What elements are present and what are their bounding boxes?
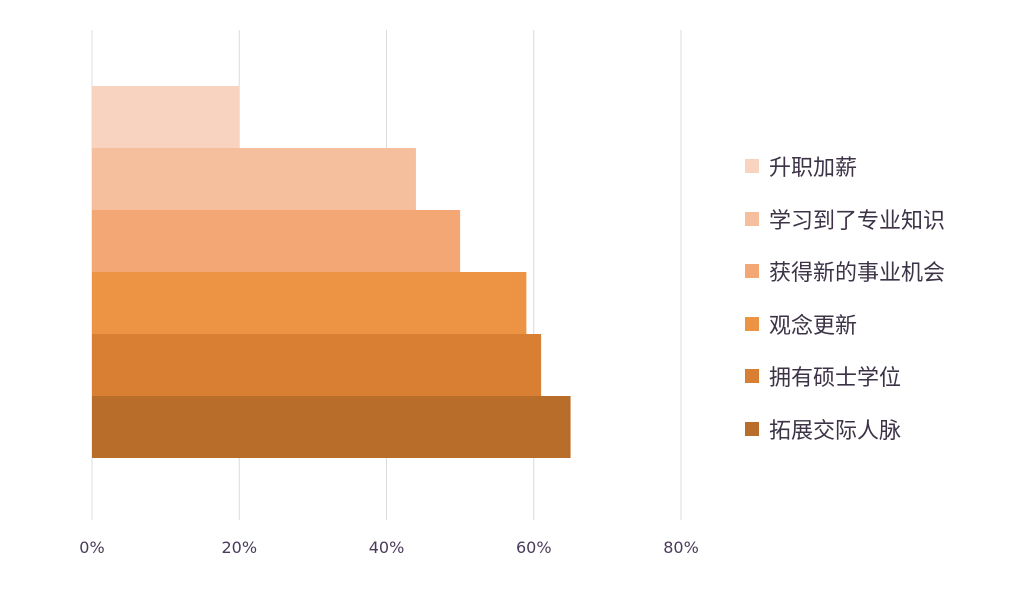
legend-swatch-4 <box>745 369 759 384</box>
legend-item-3: 观念更新 <box>745 298 1015 351</box>
bar-1 <box>92 148 416 210</box>
x-tick-label-4: 80% <box>663 538 699 557</box>
legend-swatch-2 <box>745 264 759 279</box>
legend-item-5: 拓展交际人脉 <box>745 403 1015 456</box>
legend-item-4: 拥有硕士学位 <box>745 350 1015 403</box>
legend-item-2: 获得新的事业机会 <box>745 245 1015 298</box>
legend-label-3: 观念更新 <box>769 313 858 339</box>
legend-label-2: 获得新的事业机会 <box>769 261 946 287</box>
x-tick-label-2: 40% <box>369 538 405 557</box>
chart-legend: 升职加薪 学习到了专业知识 获得新的事业机会 观念更新 拥有硕士学位 拓展交际人… <box>745 140 1015 455</box>
legend-swatch-5 <box>745 421 759 436</box>
legend-label-0: 升职加薪 <box>769 156 858 182</box>
x-tick-label-3: 60% <box>516 538 552 557</box>
legend-swatch-1 <box>745 211 759 226</box>
x-tick-label-1: 20% <box>221 538 257 557</box>
legend-label-1: 学习到了专业知识 <box>769 208 946 234</box>
bar-5 <box>92 396 571 458</box>
x-tick-label-0: 0% <box>79 538 104 557</box>
legend-swatch-3 <box>745 316 759 331</box>
bar-2 <box>92 210 461 272</box>
legend-item-1: 学习到了专业知识 <box>745 193 1015 246</box>
bar-4 <box>92 334 542 396</box>
bar-0 <box>92 86 240 148</box>
bar-3 <box>92 272 527 334</box>
legend-label-4: 拥有硕士学位 <box>769 366 902 392</box>
legend-swatch-0 <box>745 159 759 174</box>
legend-item-0: 升职加薪 <box>745 140 1015 193</box>
legend-label-5: 拓展交际人脉 <box>769 418 902 444</box>
